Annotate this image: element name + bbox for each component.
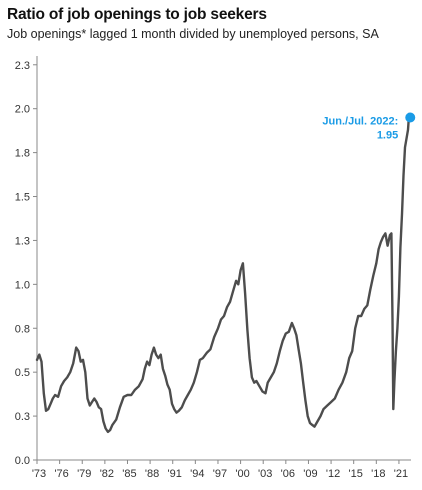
x-tick-label: '73 (32, 468, 46, 480)
y-tick-label: 0.0 (15, 455, 30, 467)
x-axis-ticks: '73 '76 '79 '82 '85 '88 '91 '94 '97 '00 '03 '06 '09 '… (32, 460, 408, 480)
y-tick-label: 1.8 (15, 148, 30, 160)
x-tick-label: '94 (190, 468, 204, 480)
x-tick-label: '85 (122, 468, 136, 480)
y-tick-label: 1.5 (15, 192, 30, 204)
x-tick-label: '79 (77, 468, 91, 480)
x-tick-label: '06 (281, 468, 295, 480)
x-tick-label: '09 (303, 468, 317, 480)
x-tick-label: '21 (394, 468, 408, 480)
y-tick-label: 2.3 (15, 60, 30, 72)
y-tick-label: 0.3 (15, 411, 30, 423)
series-line (35, 112, 412, 434)
y-tick-label: 2.0 (15, 104, 30, 116)
y-tick-label: 0.8 (15, 323, 30, 335)
y-tick-label: 1.3 (15, 235, 30, 247)
annotation-label: Jun./Jul. 2022: (322, 115, 398, 127)
chart-title: Ratio of job openings to job seekers (7, 6, 267, 23)
chart-subtitle: Job openings* lagged 1 month divided by … (7, 27, 379, 41)
y-tick-label: 1.0 (15, 279, 30, 291)
plot-area (35, 112, 412, 434)
annotation: Jun./Jul. 2022: 1.95 (322, 112, 416, 141)
x-tick-label: '15 (349, 468, 363, 480)
chart-axes (36, 56, 411, 461)
x-tick-label: '00 (235, 468, 249, 480)
annotation-value: 1.95 (377, 129, 398, 141)
x-tick-label: '03 (258, 468, 272, 480)
x-tick-label: '97 (213, 468, 227, 480)
x-tick-label: '91 (168, 468, 182, 480)
highlight-point (405, 112, 416, 123)
x-tick-label: '12 (326, 468, 340, 480)
x-tick-label: '88 (145, 468, 159, 480)
x-tick-label: '18 (371, 468, 385, 480)
y-axis-ticks: 0.0 0.3 0.5 0.8 1.0 1.3 1.5 1.8 2.0 2.3 (15, 60, 37, 467)
x-tick-label: '82 (100, 468, 114, 480)
x-tick-label: '76 (54, 468, 68, 480)
y-tick-label: 0.5 (15, 367, 30, 379)
